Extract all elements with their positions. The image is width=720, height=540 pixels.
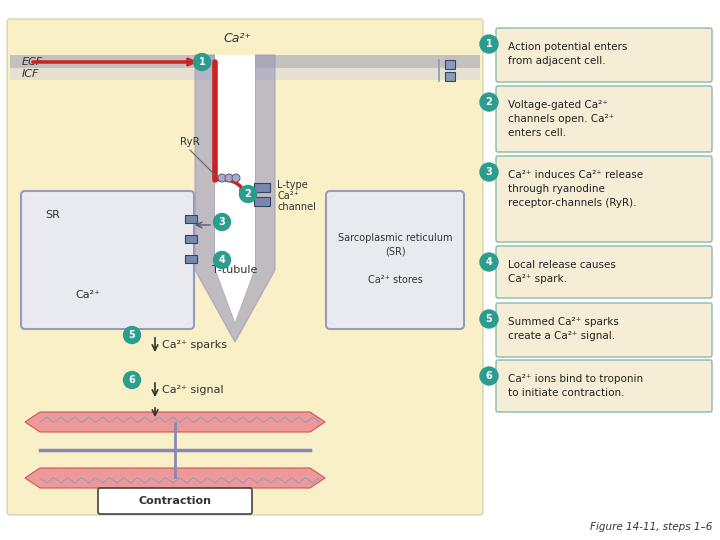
Circle shape — [214, 252, 230, 268]
Polygon shape — [215, 55, 255, 322]
FancyBboxPatch shape — [496, 28, 712, 82]
Circle shape — [214, 213, 230, 231]
Text: Ca²⁺: Ca²⁺ — [223, 31, 251, 44]
Text: SR: SR — [45, 210, 60, 220]
Text: Ca²⁺ signal: Ca²⁺ signal — [162, 385, 224, 395]
Circle shape — [194, 53, 210, 71]
Circle shape — [124, 327, 140, 343]
FancyBboxPatch shape — [496, 156, 712, 242]
Text: Ca²⁺ sparks: Ca²⁺ sparks — [162, 340, 227, 350]
Text: 5: 5 — [485, 314, 492, 324]
Text: 6: 6 — [129, 375, 135, 385]
Text: Ca²⁺: Ca²⁺ — [277, 191, 299, 201]
Text: T-tubule: T-tubule — [212, 265, 258, 275]
FancyBboxPatch shape — [496, 86, 712, 152]
FancyBboxPatch shape — [98, 488, 252, 514]
Text: ICF: ICF — [22, 69, 40, 79]
Text: Ca²⁺ spark.: Ca²⁺ spark. — [508, 274, 567, 284]
Text: Ca²⁺ induces Ca²⁺ release: Ca²⁺ induces Ca²⁺ release — [508, 170, 643, 180]
Text: (SR): (SR) — [384, 247, 405, 257]
Bar — [254, 183, 270, 192]
Text: 1: 1 — [199, 57, 205, 67]
Text: 4: 4 — [219, 255, 225, 265]
Bar — [10, 68, 480, 80]
FancyBboxPatch shape — [21, 191, 194, 329]
Circle shape — [480, 253, 498, 271]
FancyBboxPatch shape — [496, 303, 712, 357]
FancyBboxPatch shape — [326, 191, 464, 329]
Text: Action potential enters: Action potential enters — [508, 42, 627, 52]
Bar — [445, 60, 455, 69]
Text: 4: 4 — [485, 257, 492, 267]
Polygon shape — [195, 55, 275, 342]
Circle shape — [480, 93, 498, 111]
Text: Summed Ca²⁺ sparks: Summed Ca²⁺ sparks — [508, 317, 619, 327]
Text: from adjacent cell.: from adjacent cell. — [508, 56, 606, 66]
Bar — [10, 55, 480, 68]
Circle shape — [480, 367, 498, 385]
Text: Contraction: Contraction — [138, 496, 212, 506]
Text: 2: 2 — [485, 97, 492, 107]
Bar — [254, 197, 270, 206]
FancyBboxPatch shape — [496, 246, 712, 298]
Circle shape — [480, 310, 498, 328]
Text: Ca²⁺ stores: Ca²⁺ stores — [368, 275, 423, 285]
Text: Local release causes: Local release causes — [508, 260, 616, 270]
Text: channels open. Ca²⁺: channels open. Ca²⁺ — [508, 114, 614, 124]
Text: L-type: L-type — [277, 180, 307, 190]
Text: 2: 2 — [245, 189, 251, 199]
Circle shape — [232, 174, 240, 182]
Bar — [185, 255, 197, 263]
Text: enters cell.: enters cell. — [508, 128, 566, 138]
Circle shape — [225, 174, 233, 182]
Text: ECF: ECF — [22, 57, 43, 67]
Text: Sarcoplasmic reticulum: Sarcoplasmic reticulum — [338, 233, 452, 243]
Text: Ca²⁺ ions bind to troponin: Ca²⁺ ions bind to troponin — [508, 374, 643, 384]
Bar — [185, 235, 197, 243]
Polygon shape — [25, 468, 325, 488]
Text: 3: 3 — [485, 167, 492, 177]
Text: 3: 3 — [219, 217, 225, 227]
Circle shape — [240, 186, 256, 202]
Circle shape — [480, 35, 498, 53]
Text: 6: 6 — [485, 371, 492, 381]
Circle shape — [218, 174, 226, 182]
Text: 5: 5 — [129, 330, 135, 340]
Text: create a Ca²⁺ signal.: create a Ca²⁺ signal. — [508, 331, 615, 341]
Circle shape — [480, 163, 498, 181]
Text: Figure 14-11, steps 1–6: Figure 14-11, steps 1–6 — [590, 522, 712, 532]
Polygon shape — [25, 412, 325, 432]
Text: receptor-channels (RyR).: receptor-channels (RyR). — [508, 198, 636, 208]
Text: Ca²⁺: Ca²⁺ — [75, 290, 100, 300]
FancyBboxPatch shape — [7, 19, 483, 515]
Text: to initiate contraction.: to initiate contraction. — [508, 388, 624, 398]
Circle shape — [124, 372, 140, 388]
Text: RyR: RyR — [180, 137, 200, 147]
Text: 1: 1 — [485, 39, 492, 49]
Text: through ryanodine: through ryanodine — [508, 184, 605, 194]
Text: channel: channel — [277, 202, 316, 212]
FancyBboxPatch shape — [496, 360, 712, 412]
Text: Voltage-gated Ca²⁺: Voltage-gated Ca²⁺ — [508, 100, 608, 110]
Bar — [185, 215, 197, 223]
Bar — [445, 72, 455, 81]
